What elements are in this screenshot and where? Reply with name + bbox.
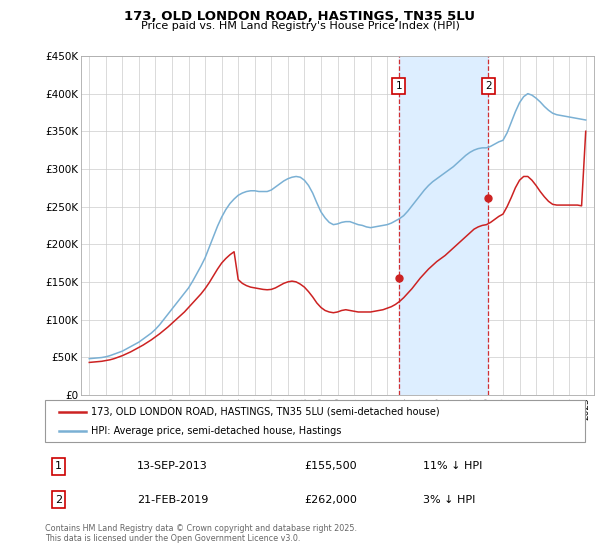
Bar [399,56,488,395]
Text: HPI: Average price, semi-detached house, Hastings: HPI: Average price, semi-detached house,… [91,426,341,436]
Text: £155,500: £155,500 [304,461,357,471]
Text: 3% ↓ HPI: 3% ↓ HPI [423,495,475,505]
Text: 2: 2 [485,81,492,91]
Text: Contains HM Land Registry data © Crown copyright and database right 2025.
This d: Contains HM Land Registry data © Crown c… [45,524,357,543]
Text: 1: 1 [395,81,402,91]
Text: 21-FEB-2019: 21-FEB-2019 [137,495,208,505]
Text: £262,000: £262,000 [304,495,357,505]
Text: 11% ↓ HPI: 11% ↓ HPI [423,461,482,471]
Text: 2: 2 [55,495,62,505]
Text: Price paid vs. HM Land Registry's House Price Index (HPI): Price paid vs. HM Land Registry's House … [140,21,460,31]
Text: 1: 1 [55,461,62,471]
Text: 13-SEP-2013: 13-SEP-2013 [137,461,208,471]
Text: 173, OLD LONDON ROAD, HASTINGS, TN35 5LU: 173, OLD LONDON ROAD, HASTINGS, TN35 5LU [125,10,476,23]
Text: 173, OLD LONDON ROAD, HASTINGS, TN35 5LU (semi-detached house): 173, OLD LONDON ROAD, HASTINGS, TN35 5LU… [91,407,440,417]
